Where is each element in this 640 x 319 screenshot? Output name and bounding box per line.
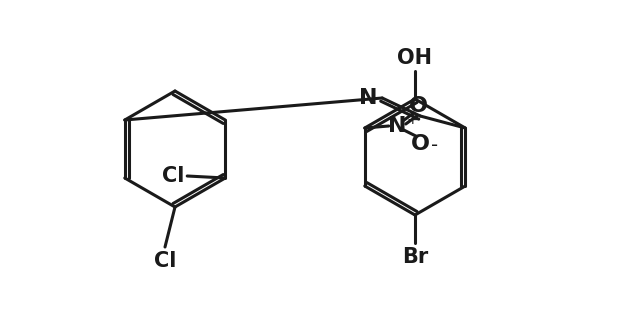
Text: O: O — [412, 134, 430, 154]
Text: Br: Br — [402, 247, 428, 267]
Text: O: O — [409, 96, 428, 116]
Text: -: - — [431, 137, 438, 155]
Text: N: N — [388, 116, 406, 136]
Text: N: N — [359, 88, 377, 108]
Text: OH: OH — [397, 48, 433, 68]
Text: +: + — [407, 113, 419, 127]
Text: Cl: Cl — [154, 251, 176, 271]
Text: Cl: Cl — [162, 166, 184, 186]
